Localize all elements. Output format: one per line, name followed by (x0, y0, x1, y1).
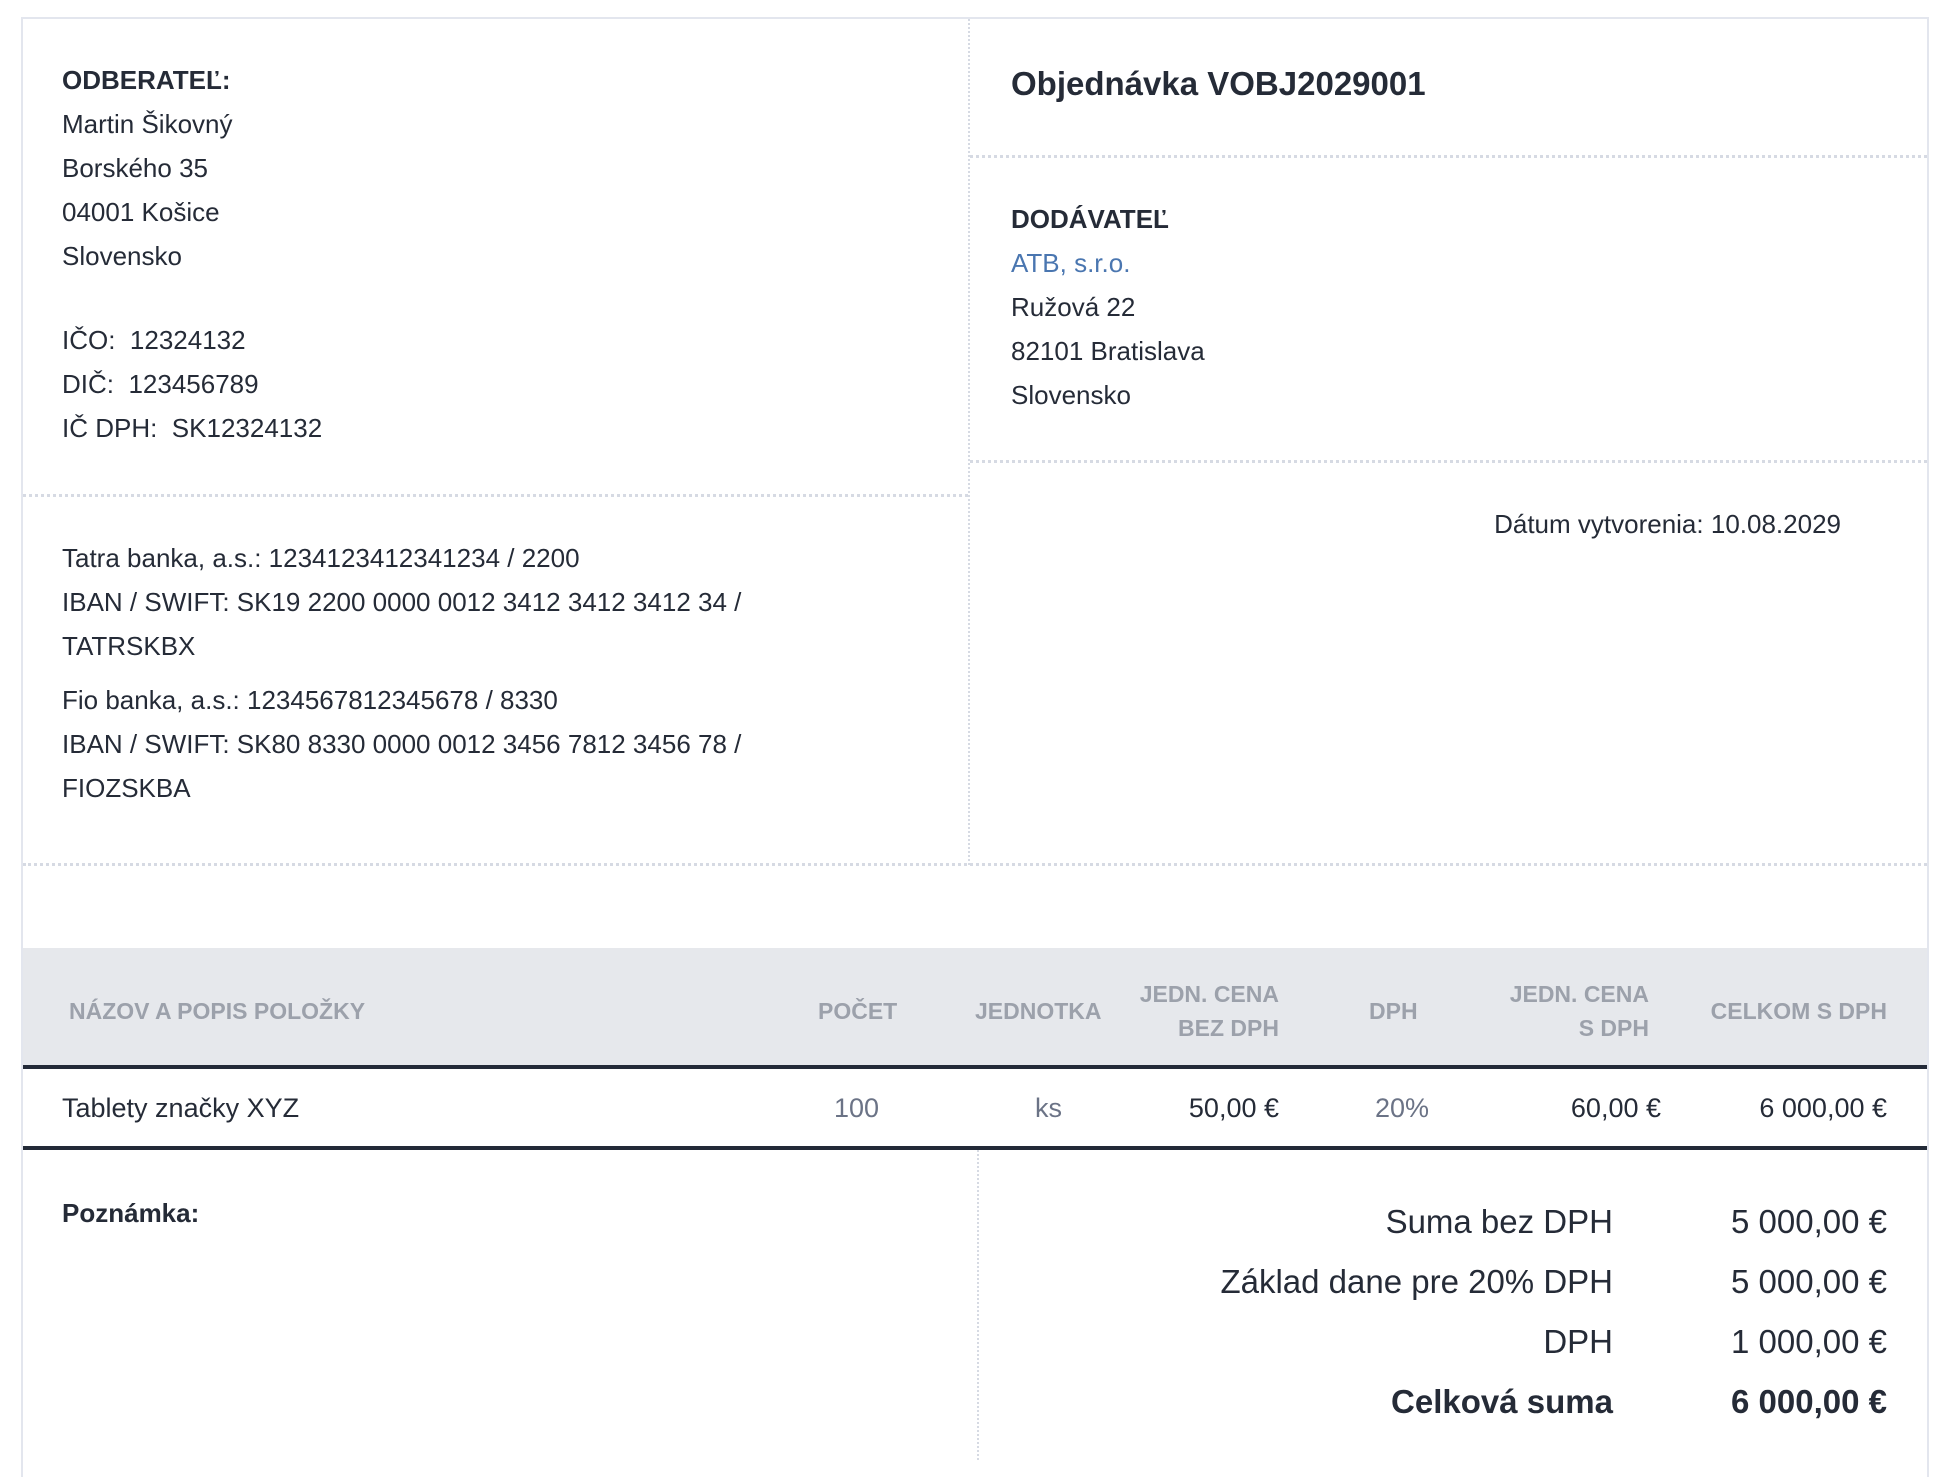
divider (23, 494, 968, 497)
totals-divider (977, 1150, 979, 1460)
icdph-value: SK12324132 (171, 413, 323, 443)
col-unit-price-header: JEDN. CENA BEZ DPH (1140, 977, 1279, 1045)
header-line: BEZ DPH (1178, 1015, 1279, 1041)
header-line: JEDN. CENA (1509, 981, 1649, 1007)
grand-total-value: 6 000,00 € (1731, 1383, 1887, 1420)
bank-accounts: Tatra banka, a.s.: 1234123412341234 / 22… (62, 536, 741, 810)
order-title: Objednávka VOBJ2029001 (1011, 65, 1426, 102)
row-divider (23, 1146, 1927, 1150)
customer-name: Martin Šikovný (62, 109, 233, 139)
iban-line: IBAN / SWIFT: SK19 2200 0000 0012 3412 3… (62, 587, 742, 617)
bank-line: Fio banka, a.s.: 1234567812345678 / 8330 (62, 685, 558, 715)
tax-base-label: Základ dane pre 20% DPH (1220, 1263, 1613, 1300)
dic-label: DIČ: (62, 369, 114, 399)
item-vat: 20% (1375, 1093, 1430, 1123)
customer-city: 04001 Košice (62, 197, 220, 227)
icdph-label: IČ DPH: (62, 413, 158, 443)
note-label: Poznámka: (62, 1198, 200, 1228)
swift-line: TATRSKBX (62, 631, 196, 661)
ico-label: IČO: (62, 325, 116, 355)
column-divider (968, 19, 970, 865)
item-unit-price-vat: 60,00 € (1570, 1093, 1661, 1123)
iban-line: IBAN / SWIFT: SK80 8330 0000 0012 3456 7… (62, 729, 742, 759)
divider (970, 155, 1927, 158)
supplier-country: Slovensko (1011, 380, 1131, 410)
date-value: 10.08.2029 (1710, 509, 1841, 539)
bank-account: Tatra banka, a.s.: 1234123412341234 / 22… (62, 536, 741, 668)
vat-value: 1 000,00 € (1731, 1323, 1887, 1360)
supplier-city: 82101 Bratislava (1011, 336, 1205, 366)
item-name: Tablety značky XYZ (62, 1093, 300, 1123)
date-label: Dátum vytvorenia: (1494, 509, 1704, 539)
order-document (21, 17, 1929, 1477)
item-unit: ks (1035, 1093, 1062, 1123)
item-unit-price: 50,00 € (1188, 1093, 1279, 1123)
tax-base-value: 5 000,00 € (1731, 1263, 1887, 1300)
grand-total-label: Celková suma (1391, 1383, 1613, 1420)
col-unit-price-vat-header: JEDN. CENA S DPH (1510, 977, 1649, 1045)
item-total: 6 000,00 € (1759, 1093, 1887, 1123)
created-date: Dátum vytvorenia: 10.08.2029 (1494, 502, 1841, 546)
bank-account: Fio banka, a.s.: 1234567812345678 / 8330… (62, 678, 741, 810)
customer-block: ODBERATEĽ: Martin Šikovný Borského 35 04… (62, 58, 322, 450)
header-line: JEDN. CENA (1139, 981, 1279, 1007)
customer-heading: ODBERATEĽ: (62, 65, 231, 95)
header-line: S DPH (1578, 1015, 1649, 1041)
col-total-header: CELKOM S DPH (1710, 998, 1887, 1024)
supplier-name-link[interactable]: ATB, s.r.o. (1011, 248, 1131, 278)
supplier-heading: DODÁVATEĽ (1011, 204, 1169, 234)
items-table-header (23, 948, 1927, 1069)
col-name-header: NÁZOV A POPIS POLOŽKY (69, 998, 366, 1024)
dic-value: 123456789 (128, 369, 259, 399)
col-vat-header: DPH (1369, 998, 1418, 1024)
ico-value: 12324132 (129, 325, 246, 355)
item-qty: 100 (834, 1093, 880, 1123)
subtotal-value: 5 000,00 € (1731, 1203, 1887, 1240)
customer-street: Borského 35 (62, 153, 208, 183)
bank-line: Tatra banka, a.s.: 1234123412341234 / 22… (62, 543, 580, 573)
swift-line: FIOZSKBA (62, 773, 191, 803)
col-qty-header: POČET (818, 998, 898, 1024)
subtotal-label: Suma bez DPH (1385, 1203, 1613, 1240)
vat-label: DPH (1543, 1323, 1613, 1360)
col-unit-header: JEDNOTKA (975, 998, 1102, 1024)
divider (23, 863, 1927, 866)
customer-country: Slovensko (62, 241, 182, 271)
divider (970, 460, 1927, 463)
supplier-block: DODÁVATEĽ ATB, s.r.o. Ružová 22 82101 Br… (1011, 197, 1205, 417)
supplier-street: Ružová 22 (1011, 292, 1136, 322)
